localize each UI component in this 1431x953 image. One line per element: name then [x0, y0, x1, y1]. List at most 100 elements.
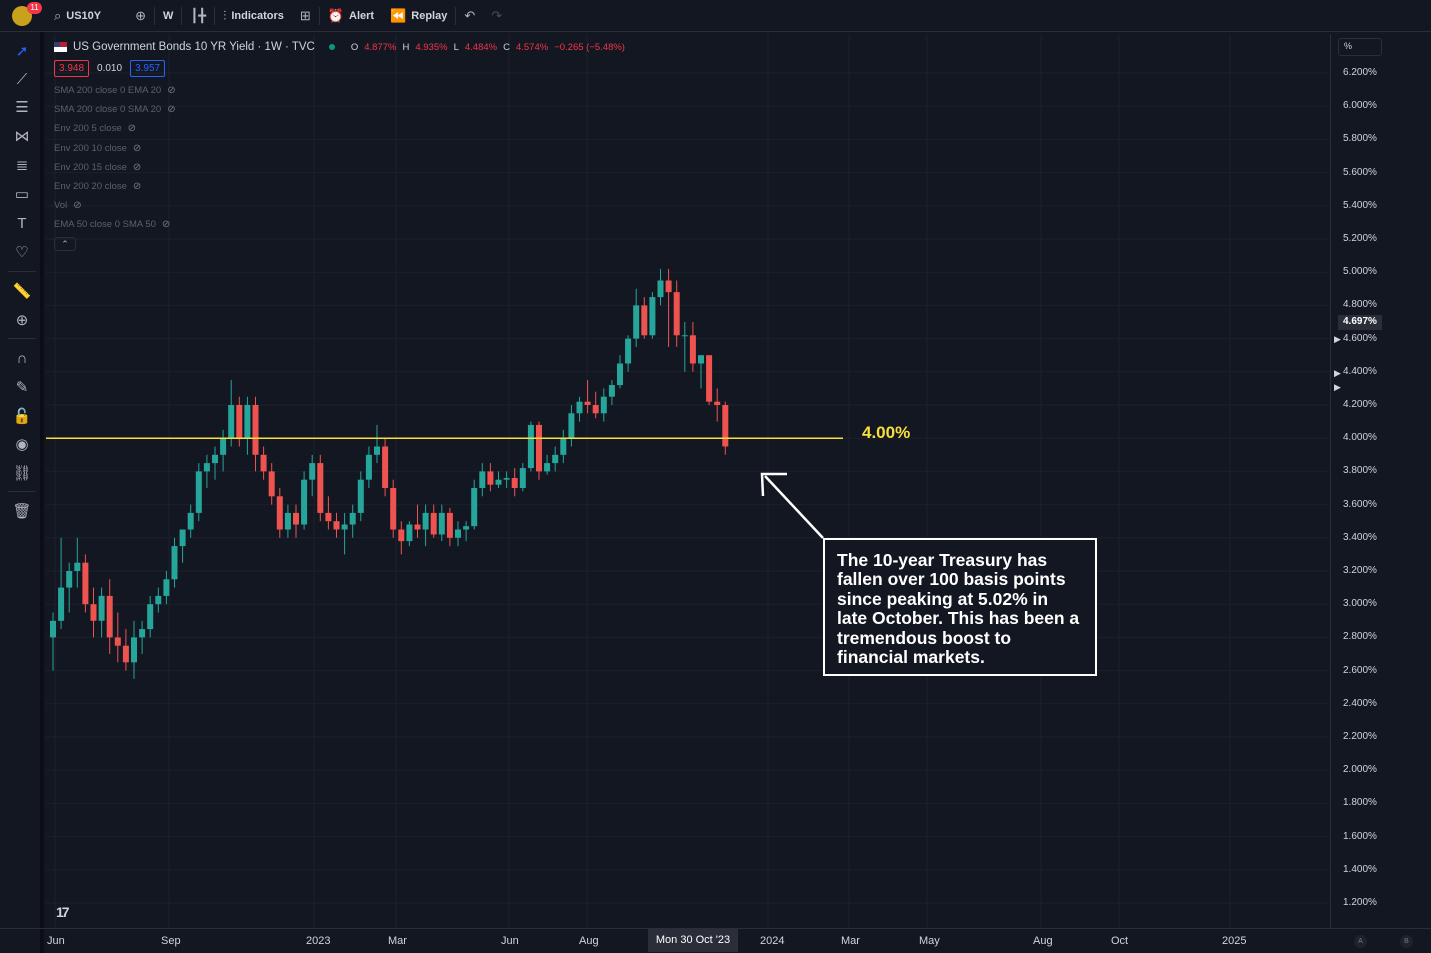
heart-icon[interactable]: ♡: [15, 244, 29, 261]
candle-body: [155, 595, 162, 605]
chart-legend: US Government Bonds 10 YR Yield · 1W · T…: [54, 39, 625, 251]
indicator-item[interactable]: EMA 50 close 0 SMA 50 ⊘: [54, 215, 625, 234]
low-value: 4.484%: [464, 41, 498, 53]
candle-body: [139, 629, 146, 638]
interval-button[interactable]: W: [155, 0, 181, 32]
redo-button[interactable]: ↷: [483, 0, 510, 32]
time-tick-label: May: [919, 935, 940, 947]
time-tick-label: 2024: [760, 935, 785, 947]
candle-body: [503, 478, 510, 480]
price-tick-label: 2.000%: [1343, 764, 1377, 776]
candle-body: [398, 529, 405, 542]
candle-body: [114, 637, 121, 646]
price-tick-label: 1.600%: [1343, 830, 1377, 842]
candle-body: [317, 463, 324, 513]
candle-body: [171, 546, 178, 580]
time-tick-label: 2025: [1222, 935, 1247, 947]
cursor-icon[interactable]: ➚: [15, 43, 29, 60]
price-tick-label: 6.200%: [1343, 67, 1377, 78]
hidden-eye-icon[interactable]: ⊘: [167, 85, 176, 97]
annotation-callout[interactable]: The 10-year Treasury has fallen over 100…: [823, 538, 1097, 676]
price-tick-label: 4.400%: [1343, 365, 1377, 377]
indicator-list: SMA 200 close 0 EMA 20 ⊘ SMA 200 close 0 S…: [54, 81, 625, 235]
auto-scale-button[interactable]: A: [1354, 935, 1367, 948]
candle-body: [406, 524, 413, 542]
candle-body: [649, 297, 656, 336]
hidden-eye-icon[interactable]: ⊘: [132, 142, 142, 154]
indicator-item[interactable]: SMA 200 close 0 SMA 20 ⊘: [54, 100, 625, 119]
current-price-label: 4.697%: [1338, 315, 1382, 330]
fib-retracement-icon[interactable]: ☰: [15, 99, 29, 116]
candle-body: [260, 454, 267, 472]
candle-body: [203, 463, 210, 472]
candle-body: [236, 405, 243, 439]
tradingview-logo[interactable]: 17: [56, 904, 70, 920]
compare-button[interactable]: ⊕: [127, 0, 154, 32]
indicator-label: EMA 50 close 0 SMA 50: [54, 219, 156, 231]
text-icon[interactable]: T: [17, 215, 27, 232]
scale-mode-box[interactable]: %: [1338, 38, 1382, 56]
replay-icon: ⏪: [390, 7, 407, 23]
shapes-icon[interactable]: ▭: [14, 186, 30, 203]
indicator-item[interactable]: Env 200 10 close ⊘: [54, 139, 625, 158]
hidden-eye-icon[interactable]: ⊘: [167, 104, 176, 116]
indicator-item[interactable]: Env 200 5 close ⊘: [54, 119, 625, 138]
candle-body: [301, 479, 308, 525]
symbol-row[interactable]: US Government Bonds 10 YR Yield · 1W · T…: [54, 39, 625, 55]
candle-body: [519, 468, 526, 488]
replay-button[interactable]: ⏪ Replay: [382, 0, 455, 32]
ruler-icon[interactable]: 📏: [12, 283, 32, 300]
pattern-icon[interactable]: ⋈: [14, 128, 30, 145]
hidden-eye-icon[interactable]: ⊘: [161, 219, 171, 231]
hidden-eye-icon[interactable]: ⊘: [73, 200, 82, 212]
annotation-arrow: [764, 475, 824, 539]
indicator-item[interactable]: SMA 200 close 0 EMA 20 ⊘: [54, 81, 625, 100]
zoom-icon[interactable]: ⊕: [15, 312, 29, 329]
magnet-icon[interactable]: ∩: [16, 350, 28, 367]
candle-body: [325, 512, 332, 522]
forecast-icon[interactable]: ≣: [15, 157, 29, 174]
candle-body: [495, 479, 502, 485]
alert-label: Alert: [349, 9, 375, 22]
price-tick-label: 3.200%: [1343, 565, 1377, 576]
candle-body: [576, 401, 583, 414]
symbol-search-button[interactable]: ⌕ US10Y: [46, 0, 109, 32]
link-icon[interactable]: ⛓: [12, 465, 32, 482]
candle-body: [382, 446, 389, 488]
hidden-eye-icon[interactable]: ⊘: [132, 181, 142, 193]
divider: [8, 491, 36, 492]
collapse-legend-button[interactable]: ⌃: [54, 236, 76, 251]
symbol-label: US10Y: [66, 9, 102, 22]
time-tick-label: Oct: [1111, 935, 1129, 947]
candle-body: [220, 438, 227, 455]
templates-button[interactable]: ⊞: [292, 0, 319, 32]
chart-pane[interactable]: [46, 34, 1329, 928]
indicators-button[interactable]: ⫶ Indicators: [215, 0, 292, 32]
lock-icon[interactable]: 🔓: [12, 408, 32, 425]
hidden-eye-icon[interactable]: ⊘: [132, 161, 142, 173]
indicator-item[interactable]: Env 200 15 close ⊘: [54, 158, 625, 177]
close-value: 4.574%: [515, 41, 549, 53]
candle-body: [536, 424, 542, 472]
hidden-eye-icon[interactable]: ⊘: [127, 123, 136, 135]
spread-value: 0.010: [97, 63, 123, 74]
candle-body: [714, 401, 721, 405]
trash-icon[interactable]: 🗑: [12, 503, 32, 520]
indicator-item[interactable]: Env 200 20 close ⊘: [54, 177, 625, 196]
trend-line-icon[interactable]: ⟋: [16, 71, 28, 88]
undo-button[interactable]: ↶: [456, 0, 483, 32]
plus-circle-icon: ⊕: [135, 7, 147, 23]
eye-icon[interactable]: ◉: [15, 436, 29, 453]
sell-price[interactable]: 3.948: [54, 60, 90, 77]
buy-price[interactable]: 3.957: [130, 60, 166, 77]
chart-type-button[interactable]: ┃╋: [182, 0, 214, 32]
candle-body: [698, 355, 704, 364]
price-tick-label: 2.600%: [1343, 664, 1377, 676]
candle-body: [706, 355, 713, 402]
log-scale-button[interactable]: B: [1400, 935, 1413, 948]
candlestick-chart[interactable]: [46, 34, 1329, 928]
indicator-item[interactable]: Vol ⊘: [54, 196, 625, 215]
price-axis[interactable]: [1330, 34, 1427, 928]
pencil-lock-icon[interactable]: ✎: [15, 379, 29, 396]
alert-button[interactable]: ⏰ Alert: [320, 0, 382, 32]
